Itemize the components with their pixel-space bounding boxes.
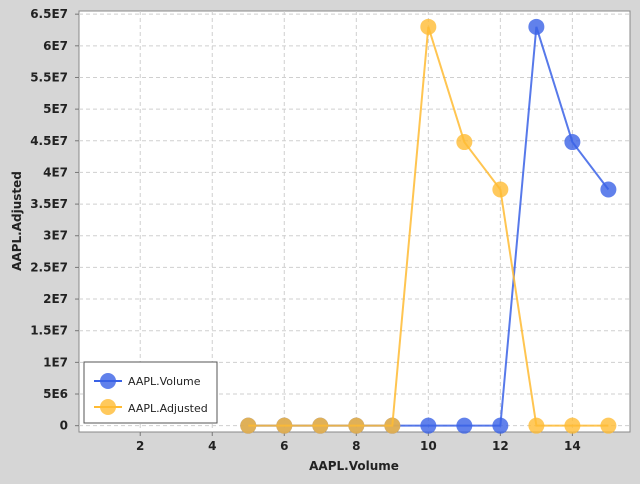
y-tick-label: 1.5E7 xyxy=(30,324,68,338)
data-point-aapl-adjusted xyxy=(240,417,257,434)
y-axis-title: AAPL.Adjusted xyxy=(10,171,24,271)
data-point-aapl-volume xyxy=(564,134,581,151)
y-tick-label: 5.5E7 xyxy=(30,70,68,84)
axes: 2 4 6 8 10 12 14 0 5E6 1E7 1.5E7 2E7 2.5E7 3E7 3.5E7 4E… xyxy=(30,7,581,453)
y-tick-label: 1E7 xyxy=(43,355,68,369)
data-point-aapl-volume xyxy=(528,18,545,35)
data-point-aapl-adjusted xyxy=(600,417,617,434)
legend-label-adjusted: AAPL.Adjusted xyxy=(128,402,208,415)
x-tick-label: 14 xyxy=(564,439,581,453)
y-tick-label: 2.5E7 xyxy=(30,260,68,274)
x-tick-label: 10 xyxy=(420,439,437,453)
series-layer xyxy=(240,18,617,434)
x-tick-label: 2 xyxy=(136,439,144,453)
y-tick-label: 6E7 xyxy=(43,39,68,53)
x-tick-label: 12 xyxy=(492,439,509,453)
data-point-aapl-volume xyxy=(492,417,509,434)
y-tick-label: 5E7 xyxy=(43,102,68,116)
y-tick-label: 0 xyxy=(60,419,68,433)
data-point-aapl-volume xyxy=(456,417,473,434)
y-tick-label: 4.5E7 xyxy=(30,134,68,148)
y-tick-label: 4E7 xyxy=(43,165,68,179)
data-point-aapl-volume xyxy=(600,181,617,198)
data-point-aapl-adjusted xyxy=(312,417,329,434)
y-tick-label: 5E6 xyxy=(43,387,68,401)
data-point-aapl-adjusted xyxy=(384,417,401,434)
data-point-aapl-adjusted xyxy=(492,181,509,198)
data-point-aapl-adjusted xyxy=(456,134,473,151)
legend-swatch-marker-volume xyxy=(100,373,116,389)
y-tick-label: 3E7 xyxy=(43,229,68,243)
y-tick-label: 6.5E7 xyxy=(30,7,68,21)
series-aapl-adjusted xyxy=(240,18,617,434)
x-axis-title: AAPL.Volume xyxy=(309,459,399,473)
x-tick-label: 6 xyxy=(280,439,288,453)
x-tick-label: 8 xyxy=(352,439,360,453)
legend-swatch-marker-adjusted xyxy=(100,399,116,415)
legend-label-volume: AAPL.Volume xyxy=(128,375,201,388)
x-tick-label: 4 xyxy=(208,439,216,453)
data-point-aapl-adjusted xyxy=(528,417,545,434)
legend: AAPL.Volume AAPL.Adjusted xyxy=(83,361,218,424)
data-point-aapl-volume xyxy=(420,417,437,434)
data-point-aapl-adjusted xyxy=(348,417,365,434)
data-point-aapl-adjusted xyxy=(276,417,293,434)
data-point-aapl-adjusted xyxy=(420,18,437,35)
y-tick-label: 2E7 xyxy=(43,292,68,306)
y-tick-label: 3.5E7 xyxy=(30,197,68,211)
data-point-aapl-adjusted xyxy=(564,417,581,434)
